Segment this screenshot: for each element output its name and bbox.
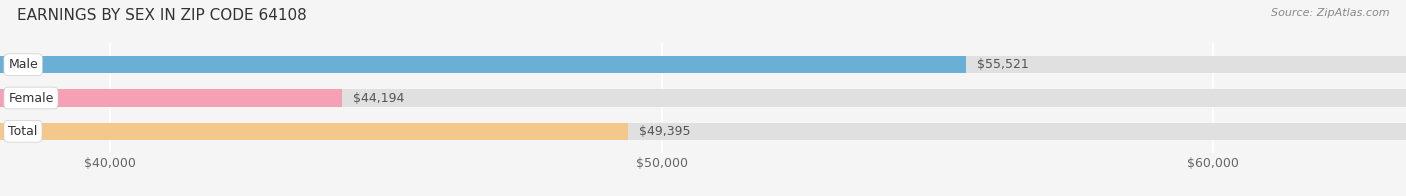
Text: Source: ZipAtlas.com: Source: ZipAtlas.com: [1271, 8, 1389, 18]
Bar: [0, 89, 342, 107]
Text: Female: Female: [8, 92, 53, 104]
Text: $49,395: $49,395: [640, 125, 690, 138]
Text: Total: Total: [8, 125, 38, 138]
Text: EARNINGS BY SEX IN ZIP CODE 64108: EARNINGS BY SEX IN ZIP CODE 64108: [17, 8, 307, 23]
Text: $55,521: $55,521: [977, 58, 1029, 71]
Bar: [0, 56, 1406, 73]
Text: $44,194: $44,194: [353, 92, 404, 104]
Bar: [0, 56, 966, 73]
Bar: [0, 123, 1406, 140]
Bar: [0, 123, 628, 140]
Bar: [0, 89, 1406, 107]
Text: Male: Male: [8, 58, 38, 71]
